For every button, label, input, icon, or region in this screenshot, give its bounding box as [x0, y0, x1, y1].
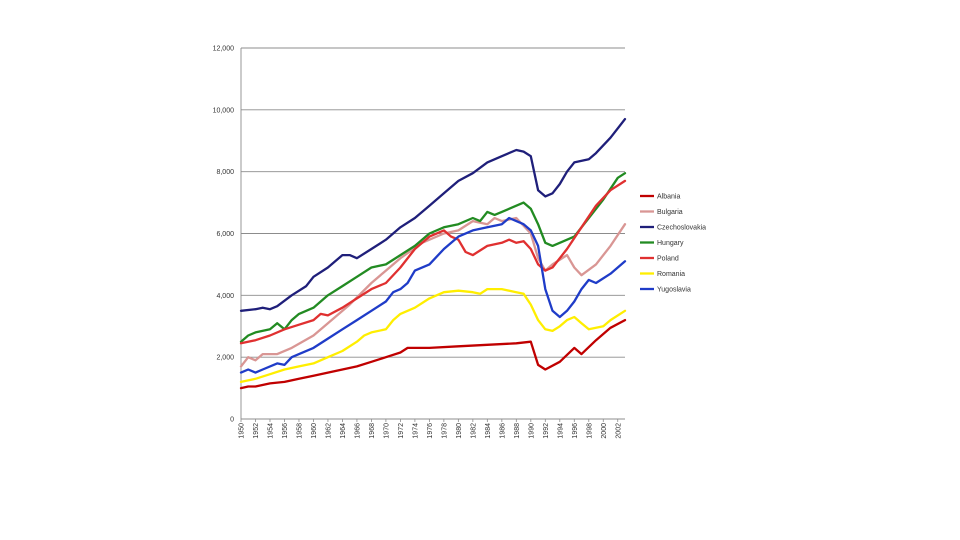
x-tick-label: 1972	[398, 423, 405, 439]
series-lines	[239, 117, 627, 390]
series-line-bulgaria	[239, 216, 627, 368]
x-tick-label: 1952	[253, 423, 260, 439]
legend-label: Yugoslavia	[657, 287, 691, 294]
x-tick-label: 1960	[311, 423, 318, 439]
legend-label: Hungary	[657, 240, 684, 247]
y-tick-label: 8,000	[216, 169, 234, 176]
y-tick-label: 0	[230, 417, 234, 424]
y-tick-label: 2,000	[216, 355, 234, 362]
x-tick-label: 1954	[267, 423, 274, 439]
x-tick-label: 1994	[557, 423, 564, 439]
x-tick-label: 1990	[528, 423, 535, 439]
y-tick-label: 6,000	[216, 231, 234, 238]
x-tick-label: 1982	[470, 423, 477, 439]
series-line-romania	[239, 287, 627, 384]
series-line-yugoslavia	[239, 216, 627, 374]
x-tick-label: 1956	[282, 423, 289, 439]
y-tick-label: 12,000	[213, 46, 235, 53]
x-tick-labels: 1950 1952 1954 1956 1958 1960 1962 1964 1966 1968…	[239, 423, 623, 439]
series-line-czechoslovakia	[239, 117, 627, 312]
x-tick-label: 1980	[456, 423, 463, 439]
x-tick-label: 2002	[615, 423, 622, 439]
series-line-poland	[239, 179, 627, 345]
x-tick-label: 1966	[354, 423, 361, 439]
x-tick-label: 1988	[514, 423, 521, 439]
legend: Albania Bulgaria Czechoslovakia Hungary Pola…	[640, 194, 706, 294]
legend-label: Poland	[657, 256, 679, 263]
legend-label: Czechoslovakia	[657, 225, 706, 232]
series-line-albania	[239, 318, 627, 390]
x-tick-label: 1996	[572, 423, 579, 439]
y-tick-labels: 0 2,000 4,000 6,000 8,000 10,000 12,000	[213, 46, 235, 424]
x-tick-label: 1984	[485, 423, 492, 439]
x-tick-label: 1950	[239, 423, 246, 439]
x-tick-label: 1986	[499, 423, 506, 439]
legend-label: Romania	[657, 271, 685, 278]
x-tick-label: 1978	[441, 423, 448, 439]
y-tick-label: 4,000	[216, 293, 234, 300]
x-tick-label: 2000	[601, 423, 608, 439]
legend-label: Albania	[657, 194, 680, 201]
x-tick-label: 1970	[383, 423, 390, 439]
x-tick-label: 1964	[340, 423, 347, 439]
x-tick-label: 1962	[325, 423, 332, 439]
y-tick-label: 10,000	[213, 107, 235, 114]
axes	[240, 48, 625, 422]
series-line-hungary	[239, 172, 627, 343]
x-tick-label: 1976	[427, 423, 434, 439]
x-tick-label: 1974	[412, 423, 419, 439]
x-tick-label: 1958	[296, 423, 303, 439]
x-tick-label: 1992	[543, 423, 550, 439]
gridlines	[241, 47, 625, 358]
legend-label: Bulgaria	[657, 209, 683, 216]
x-tick-label: 1968	[369, 423, 376, 439]
x-tick-label: 1998	[586, 423, 593, 439]
